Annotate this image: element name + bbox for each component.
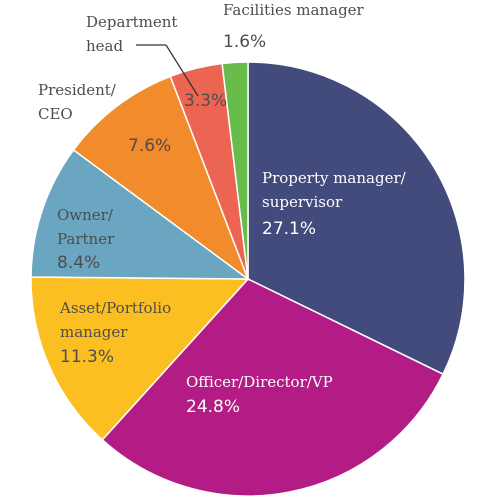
slice-label-facilities-manager-line-1: Facilities manager bbox=[223, 1, 365, 19]
slice-value-owner-partner: 8.4% bbox=[57, 253, 100, 273]
department-head-leader-line-tail bbox=[165, 44, 199, 97]
slice-label-officer-director-vp-line-1: Officer/Director/VP bbox=[186, 373, 333, 391]
pie-slice-president-ceo bbox=[72, 75, 250, 282]
slice-label-president-ceo-line-2: CEO bbox=[38, 105, 73, 123]
pie-slice-property-manager bbox=[247, 61, 466, 376]
pie-labels: Property manager/supervisor 27.1% Officer/… bbox=[38, 1, 407, 417]
slice-label-property-manager-line-1: Property manager/ bbox=[262, 169, 407, 187]
slice-value-asset-portfolio-manager: 11.3% bbox=[60, 347, 114, 367]
slice-label-property-manager-line-2: supervisor bbox=[262, 193, 343, 211]
slice-value-department-head: 3.3% bbox=[184, 91, 227, 111]
slice-label-asset-portfolio-manager-line-1: Asset/Portfolio bbox=[59, 299, 171, 317]
pie-slice-officer-director-vp bbox=[101, 278, 445, 497]
slice-label-department-head-line-2: head bbox=[86, 37, 123, 55]
slice-value-facilities-manager: 1.6% bbox=[223, 32, 266, 52]
slice-label-department-head-line-1: Department bbox=[86, 13, 177, 31]
pie-slices bbox=[30, 61, 466, 497]
slice-value-property-manager: 27.1% bbox=[262, 219, 316, 239]
slice-label-asset-portfolio-manager-line-2: manager bbox=[60, 323, 128, 341]
slice-label-owner-partner-line-1: Owner/ bbox=[57, 206, 114, 224]
pie-slice-asset-portfolio-manager bbox=[30, 276, 250, 441]
slice-value-president-ceo: 7.6% bbox=[128, 136, 171, 156]
slice-value-officer-director-vp: 24.8% bbox=[186, 397, 240, 417]
pie-slice-owner-partner bbox=[30, 148, 251, 280]
slice-label-president-ceo-line-1: President/ bbox=[38, 81, 117, 99]
pie-slice-facilities-manager bbox=[221, 61, 249, 280]
slice-label-owner-partner-line-2: Partner bbox=[57, 230, 115, 248]
